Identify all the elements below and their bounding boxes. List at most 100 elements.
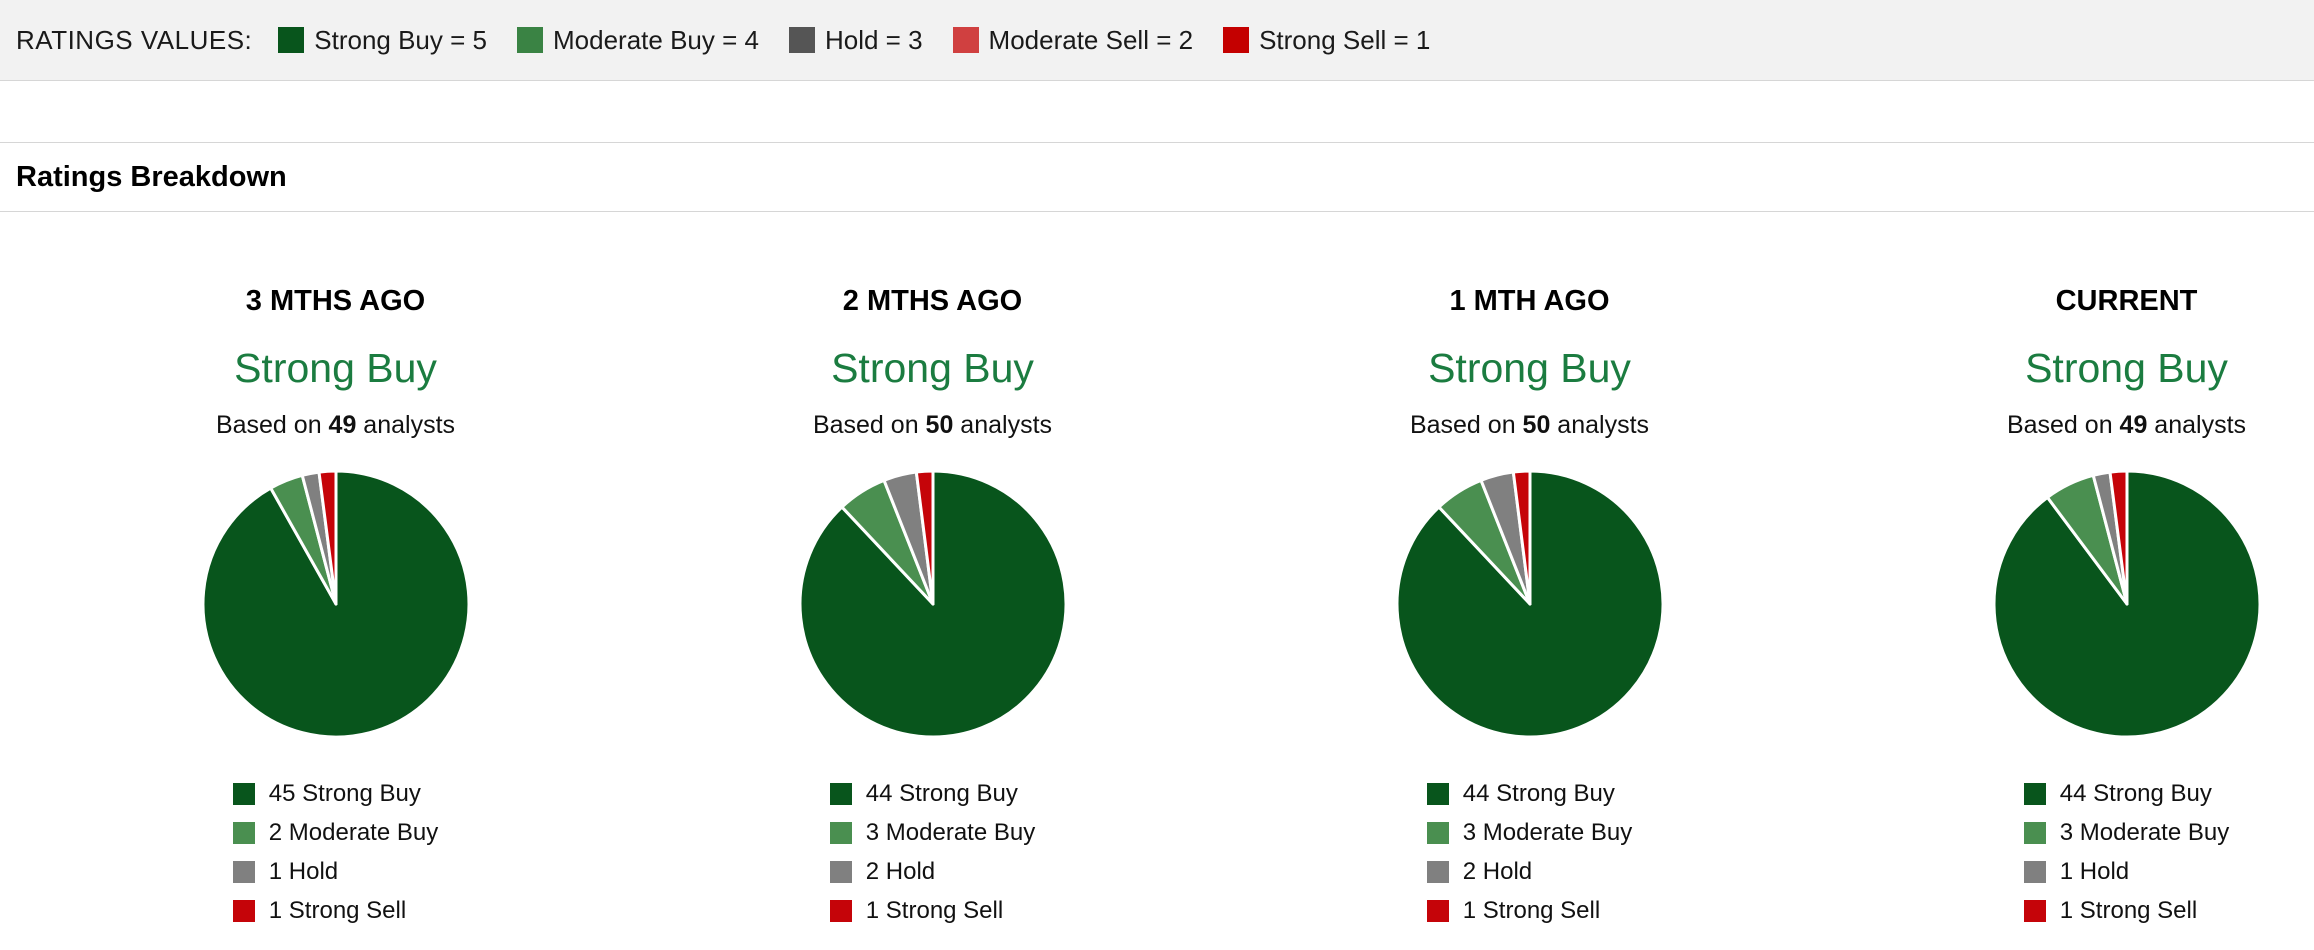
- pie-chart: [1828, 466, 2314, 742]
- legend-swatch: [1426, 900, 1449, 922]
- period-title: CURRENT: [2055, 285, 2198, 317]
- rating-value-label: Moderate Sell = 2: [988, 24, 1194, 55]
- analysts-prefix: Based on: [2006, 411, 2120, 439]
- analysts-count: 50: [925, 411, 954, 439]
- rating-period-column: CURRENT Strong Buy Based on 49 analysts …: [1828, 284, 2314, 936]
- rating-value-item: Moderate Buy = 4: [517, 25, 759, 56]
- legend-label: 1 Strong Sell: [865, 897, 1004, 924]
- legend-label: 2 Hold: [1462, 858, 1533, 885]
- legend-item: 1 Strong Sell: [232, 897, 438, 925]
- legend-item: 2 Moderate Buy: [232, 819, 439, 847]
- legend-item: 44 Strong Buy: [1426, 780, 1632, 808]
- pie-legend: 44 Strong Buy 3 Moderate Buy 2 Hold 1 St…: [829, 780, 1036, 936]
- pie-legend: 44 Strong Buy 3 Moderate Buy 2 Hold 1 St…: [1426, 780, 1632, 936]
- legend-item: 3 Moderate Buy: [829, 819, 1036, 847]
- rating-value-label: Moderate Buy = 4: [553, 24, 759, 55]
- legend-item: 2 Hold: [829, 858, 1035, 886]
- legend-label: 1 Strong Sell: [1462, 897, 1601, 924]
- analysts-count-line: Based on 50 analysts: [1231, 410, 1828, 440]
- rating-period-column: 3 MTHS AGO Strong Buy Based on 49 analys…: [37, 284, 634, 936]
- legend-label: 44 Strong Buy: [1462, 780, 1615, 807]
- legend-swatch: [232, 900, 255, 922]
- pie-chart: [37, 466, 634, 742]
- legend-label: 3 Moderate Buy: [865, 819, 1036, 846]
- pie-svg: [201, 469, 470, 739]
- analysts-prefix: Based on: [215, 411, 329, 439]
- legend-item: 3 Moderate Buy: [2023, 819, 2230, 847]
- legend-swatch: [1426, 783, 1449, 805]
- analysts-count: 49: [328, 411, 357, 439]
- legend-swatch: [232, 783, 255, 805]
- analysts-count: 49: [2119, 411, 2148, 439]
- ratings-values-bar: RATINGS VALUES: Strong Buy = 5 Moderate …: [0, 0, 2314, 81]
- legend-item: 1 Hold: [232, 858, 438, 886]
- rating-color-swatch: [788, 27, 815, 53]
- rating-color-swatch: [278, 27, 305, 53]
- rating-value-item: Moderate Sell = 2: [952, 24, 1194, 56]
- analysts-suffix: analysts: [356, 411, 456, 439]
- analysts-suffix: analysts: [953, 411, 1053, 439]
- consensus-rating: Strong Buy: [1428, 345, 1631, 391]
- legend-swatch: [829, 783, 852, 805]
- period-title: 1 MTH AGO: [1449, 285, 1610, 317]
- legend-swatch: [232, 822, 255, 844]
- legend-swatch: [2023, 822, 2046, 844]
- legend-swatch: [829, 900, 852, 922]
- consensus-rating: Strong Buy: [831, 345, 1034, 391]
- pie-legend: 44 Strong Buy 3 Moderate Buy 1 Hold 1 St…: [2023, 780, 2230, 936]
- legend-swatch: [1426, 822, 1449, 844]
- period-title: 2 MTHS AGO: [842, 285, 1023, 317]
- rating-period-column: 1 MTH AGO Strong Buy Based on 50 analyst…: [1231, 284, 1828, 936]
- pie-legend: 45 Strong Buy 2 Moderate Buy 1 Hold 1 St…: [232, 780, 439, 936]
- legend-item: 45 Strong Buy: [232, 780, 438, 808]
- legend-swatch: [829, 822, 852, 844]
- legend-swatch: [2023, 900, 2046, 922]
- rating-value-label: Strong Buy = 5: [314, 24, 487, 55]
- rating-color-swatch: [952, 27, 979, 53]
- legend-label: 45 Strong Buy: [268, 780, 421, 807]
- pie-slice: [2107, 469, 2128, 606]
- section-title: Ratings Breakdown: [16, 160, 287, 193]
- legend-label: 1 Hold: [2059, 858, 2130, 885]
- pie-chart: [1231, 466, 1828, 742]
- legend-item: 1 Strong Sell: [2023, 897, 2229, 925]
- ratings-values-items: Strong Buy = 5 Moderate Buy = 4 Hold = 3…: [278, 25, 1430, 56]
- legend-swatch: [829, 861, 852, 883]
- ratings-breakdown-columns: 3 MTHS AGO Strong Buy Based on 49 analys…: [0, 212, 2314, 936]
- consensus-rating: Strong Buy: [2025, 345, 2228, 391]
- section-heading-row: Ratings Breakdown: [0, 143, 2314, 212]
- analysts-count-line: Based on 49 analysts: [37, 410, 634, 440]
- analysts-suffix: analysts: [1550, 411, 1650, 439]
- analysts-prefix: Based on: [1409, 411, 1523, 439]
- legend-label: 1 Strong Sell: [2059, 897, 2198, 924]
- legend-label: 44 Strong Buy: [2059, 780, 2212, 807]
- legend-label: 2 Hold: [865, 858, 936, 885]
- rating-value-item: Hold = 3: [788, 24, 923, 56]
- legend-item: 44 Strong Buy: [829, 780, 1035, 808]
- analysts-count-line: Based on 50 analysts: [634, 410, 1231, 440]
- legend-item: 3 Moderate Buy: [1426, 819, 1632, 847]
- pie-svg: [1395, 469, 1665, 739]
- pie-slice: [201, 469, 470, 739]
- rating-color-swatch: [1223, 27, 1250, 53]
- pie-slice: [914, 469, 934, 606]
- rating-value-item: Strong Buy = 5: [278, 25, 487, 56]
- rating-value-label: Hold = 3: [824, 24, 923, 55]
- pie-chart: [634, 466, 1231, 742]
- analysts-suffix: analysts: [2147, 411, 2247, 439]
- legend-item: 1 Strong Sell: [1426, 897, 1632, 925]
- period-title: 3 MTHS AGO: [245, 285, 426, 317]
- analysts-count-line: Based on 49 analysts: [1828, 410, 2314, 440]
- legend-item: 2 Hold: [1426, 858, 1632, 886]
- consensus-rating: Strong Buy: [234, 345, 437, 391]
- legend-label: 3 Moderate Buy: [2059, 819, 2230, 846]
- legend-item: 1 Strong Sell: [829, 897, 1035, 925]
- ratings-values-title: RATINGS VALUES:: [16, 24, 253, 55]
- legend-label: 2 Moderate Buy: [268, 819, 439, 846]
- pie-slice: [316, 469, 337, 606]
- rating-color-swatch: [517, 27, 543, 53]
- legend-swatch: [2023, 783, 2046, 805]
- pie-slice: [1511, 469, 1531, 606]
- rating-value-item: Strong Sell = 1: [1223, 25, 1430, 56]
- ratings-breakdown-section: 3 MTHS AGO Strong Buy Based on 49 analys…: [0, 212, 2314, 936]
